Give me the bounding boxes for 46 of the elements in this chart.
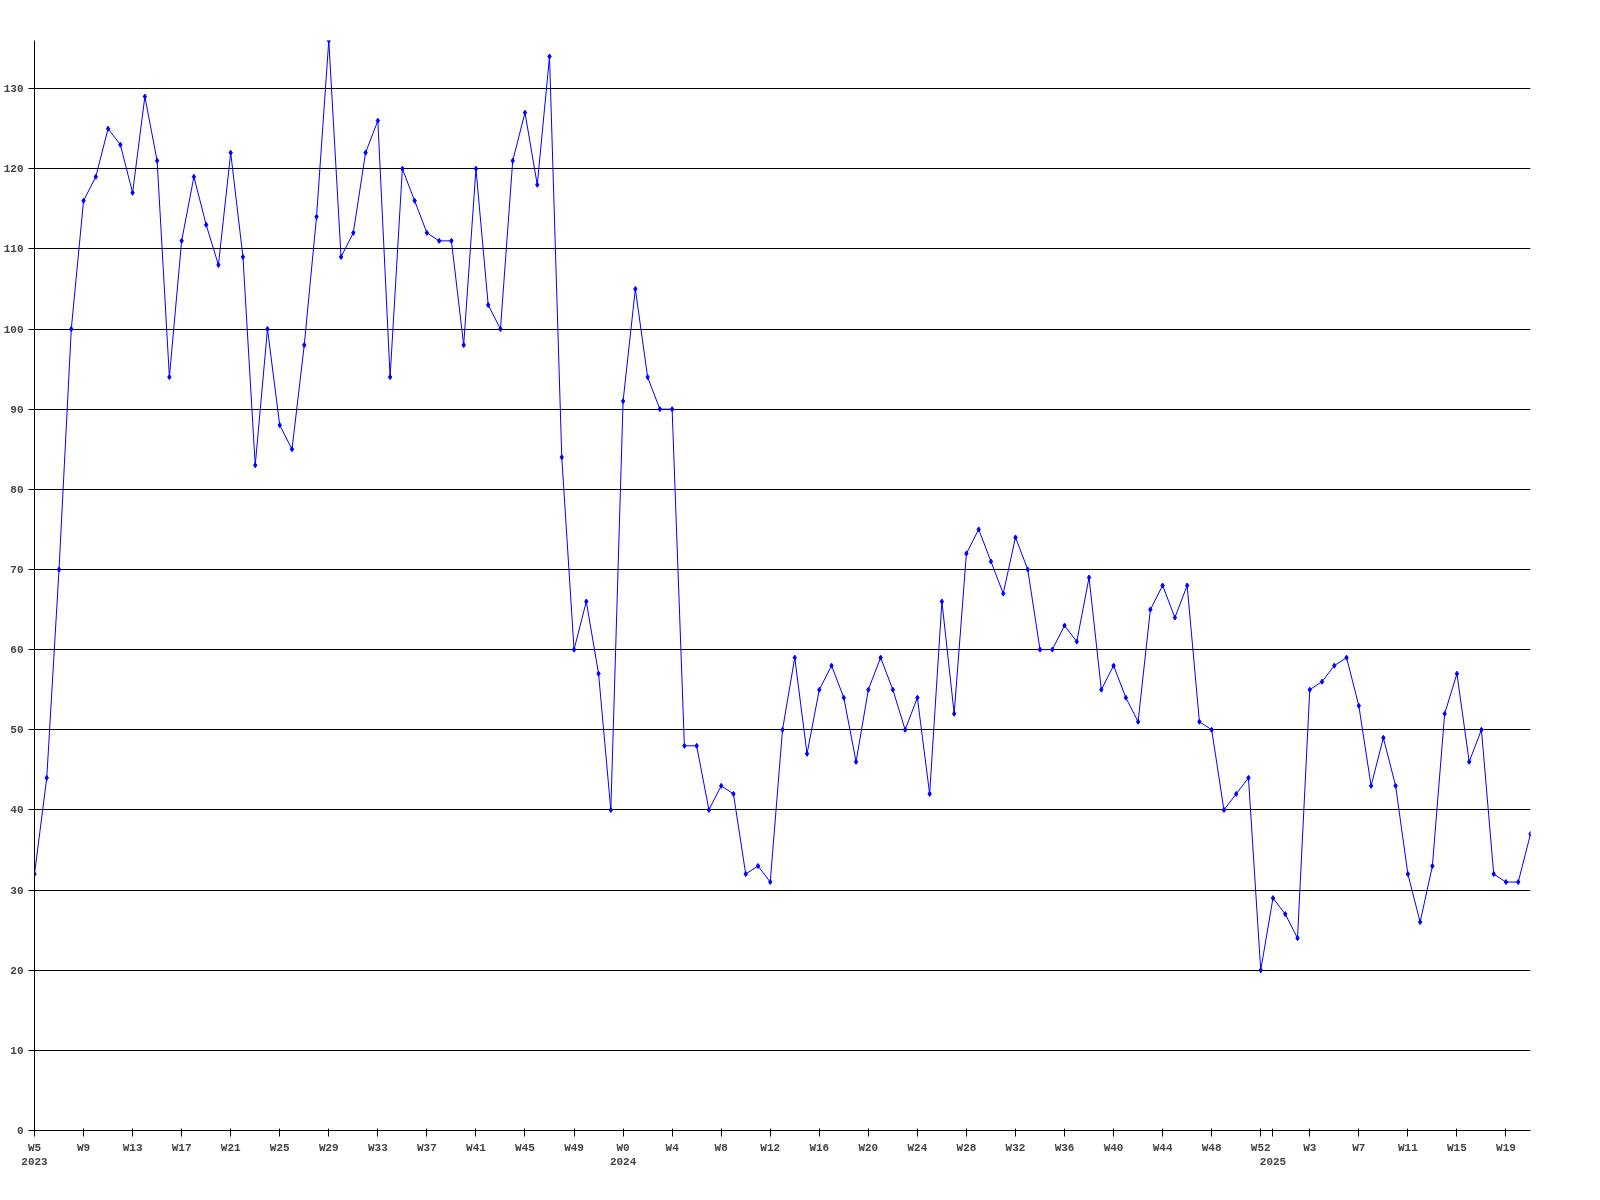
x-tick-label: W25 [269,1141,291,1154]
x-tick-label: W5 2023 [21,1141,49,1168]
y-tick-label: 0 [16,1125,24,1137]
x-tick-label: W12 [760,1141,781,1154]
x-tick-label: W17 [171,1141,192,1154]
x-tick-label: W20 [858,1141,879,1154]
x-tick-label: W49 [564,1141,584,1154]
x-tick-label: W15 [1447,1141,1468,1154]
y-tick-label: 20 [10,964,24,977]
x-tick-label: W28 [956,1141,977,1154]
x-tick-label: W0 2024 [609,1141,637,1168]
x-tick-label: W3 [1303,1141,1317,1154]
x-tick-label: W21 [220,1141,241,1154]
x-tick-label: 2025 [1259,1155,1287,1168]
y-tick-label: 100 [3,323,24,336]
x-tick-label: W44 [1152,1141,1173,1154]
y-tick-label: 80 [10,483,24,496]
x-tick-label: W4 [665,1141,680,1154]
y-tick-label: 90 [10,403,24,416]
y-tick-label: 30 [10,884,24,897]
x-tick-label: W41 [466,1141,487,1154]
x-tick-label: W45 [515,1141,536,1154]
x-tick-label: W8 [714,1141,729,1154]
x-tick-label: W37 [416,1141,437,1154]
x-tick-label: W16 [809,1141,830,1154]
x-tick-label: W52 [1250,1141,1271,1154]
y-tick-label: 60 [10,644,24,657]
x-tick-label: W7 [1352,1141,1366,1154]
x-tick-label: W32 [1005,1141,1026,1154]
y-tick-label: 50 [10,724,24,737]
y-tick-label: 130 [3,83,24,96]
x-tick-label: W29 [318,1141,339,1154]
x-tick-label: W33 [367,1141,389,1154]
y-tick-label: 110 [3,243,24,256]
x-tick-label: W13 [122,1141,143,1154]
y-tick-label: 40 [10,804,24,817]
x-tick-label: W40 [1103,1141,1124,1154]
x-tick-label: W11 [1397,1141,1419,1154]
y-tick-label: 70 [10,563,24,576]
x-tick-label: W19 [1496,1141,1516,1154]
y-tick-label: 10 [10,1044,24,1057]
x-tick-label: W36 [1054,1141,1075,1154]
x-tick-label: W24 [907,1141,928,1154]
x-tick-label: W9 [76,1141,91,1154]
y-tick-label: 120 [3,163,24,176]
x-tick-label: W48 [1201,1141,1222,1154]
